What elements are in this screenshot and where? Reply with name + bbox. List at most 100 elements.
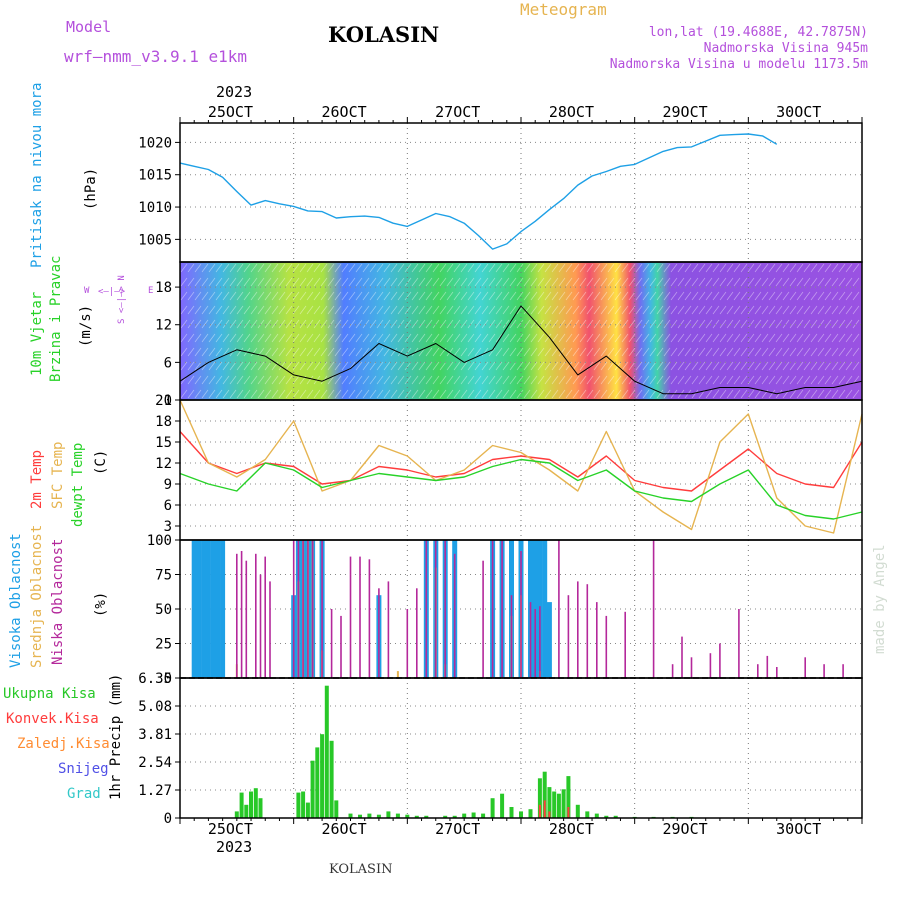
wind-barb	[656, 319, 664, 329]
wind-barb	[250, 319, 258, 329]
precip-total-bar	[585, 811, 590, 818]
precip-total-bar	[537, 778, 542, 818]
wind-barb	[691, 291, 699, 301]
wind-barb	[243, 361, 251, 371]
wind-barb	[677, 375, 685, 385]
wind-barb	[719, 389, 727, 399]
wind-barb	[194, 305, 202, 315]
wind-barb	[677, 333, 685, 343]
wind-barb	[404, 291, 412, 301]
wind-barb	[404, 389, 412, 399]
wind-barb	[677, 291, 685, 301]
wind-barb	[579, 291, 587, 301]
cloud-low-bar	[776, 667, 778, 678]
wind-barb	[593, 263, 601, 273]
precip-total-bar	[334, 800, 339, 818]
wind-barb	[348, 375, 356, 385]
wind-barb	[383, 319, 391, 329]
cloud-low-bar	[534, 609, 536, 678]
precip-total-bar	[604, 815, 609, 818]
wind-barb	[691, 319, 699, 329]
wind-barb	[404, 361, 412, 371]
wind-barb	[810, 375, 818, 385]
wind-barb	[306, 375, 314, 385]
wind-barb	[712, 263, 720, 273]
wind-barb	[376, 361, 384, 371]
wind-barb	[775, 277, 783, 287]
wind-barb	[607, 333, 615, 343]
wind-barb	[740, 319, 748, 329]
wind-barb	[432, 375, 440, 385]
wind-barb	[488, 291, 496, 301]
temp-sfc-line	[179, 399, 863, 534]
wind-barb	[768, 291, 776, 301]
wind-barb	[810, 389, 818, 399]
wind-barb	[565, 375, 573, 385]
wind-barb	[544, 319, 552, 329]
wind-barb	[320, 291, 328, 301]
wind-barb	[796, 263, 804, 273]
wind-barb	[313, 291, 321, 301]
wind-barb	[586, 333, 594, 343]
wind-barb	[712, 361, 720, 371]
wind-barb	[376, 277, 384, 287]
wind-barb	[656, 305, 664, 315]
wind-barb	[614, 291, 622, 301]
wind-barb	[425, 389, 433, 399]
wind-barb	[334, 389, 342, 399]
wind-barb	[488, 305, 496, 315]
wind-barb	[551, 263, 559, 273]
wind-barb	[838, 333, 846, 343]
wind-barb	[243, 375, 251, 385]
top-time-label: 30OCT	[776, 103, 822, 121]
footer-station: KOLASIN	[329, 862, 393, 877]
wind-barb	[852, 319, 860, 329]
wind-barb	[327, 361, 335, 371]
wind-barb	[299, 389, 307, 399]
cloud-low-bar	[804, 657, 806, 678]
wind-barb	[292, 389, 300, 399]
wind-barb	[670, 319, 678, 329]
precip-total-bar	[542, 771, 547, 818]
wind-barb	[530, 263, 538, 273]
wind-barb	[635, 347, 643, 357]
wind-barb	[488, 375, 496, 385]
wind-barb	[642, 333, 650, 343]
wind-barb	[635, 277, 643, 287]
wind-barb	[838, 277, 846, 287]
wind-barb	[495, 375, 503, 385]
wind-barb	[292, 361, 300, 371]
wind-barb	[663, 277, 671, 287]
wind-barb	[362, 305, 370, 315]
wind-barb	[698, 347, 706, 357]
wind-barb	[670, 291, 678, 301]
wind-barb	[523, 277, 531, 287]
y-tick-label: 0	[164, 811, 172, 827]
wind-barb	[558, 375, 566, 385]
wind-barb	[439, 263, 447, 273]
wind-barb	[516, 361, 524, 371]
cloud-low-bar	[624, 611, 626, 678]
wind-barb	[474, 319, 482, 329]
wind-barb	[579, 347, 587, 357]
wind-barb	[586, 389, 594, 399]
wind-barb	[194, 333, 202, 343]
wind-barb	[516, 263, 524, 273]
wind-barb	[243, 319, 251, 329]
wind-barb	[537, 305, 545, 315]
wind-barb	[495, 361, 503, 371]
y-tick-label: 21	[155, 393, 172, 409]
wind-barb	[250, 305, 258, 315]
wind-barb	[740, 263, 748, 273]
wind-barb	[551, 291, 559, 301]
y-tick-label: 6	[164, 355, 172, 371]
wind-barb	[299, 263, 307, 273]
wind-barb	[719, 361, 727, 371]
wind-barb	[334, 263, 342, 273]
wind-barb	[824, 291, 832, 301]
wind-barb	[467, 375, 475, 385]
wind-barb	[243, 305, 251, 315]
wind-barb	[747, 319, 755, 329]
wind-barb	[747, 277, 755, 287]
wind-barb	[523, 361, 531, 371]
